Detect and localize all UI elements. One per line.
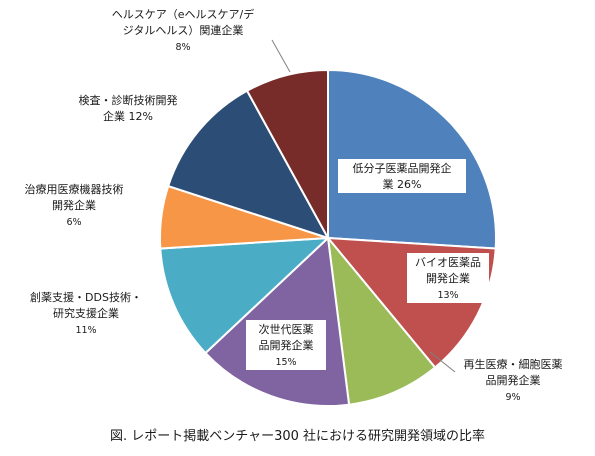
slice-label-line: 治療用医療機器技術 [25,182,124,196]
slice-label-line: ジタルヘルス）関連企業 [123,23,244,37]
slice-label-line: 13% [437,290,458,301]
slice-label-box-0 [338,159,466,193]
callout-line-7 [271,39,291,73]
slice-label-line: 6% [66,217,81,228]
pie-slices [158,68,498,408]
slice-label-line: 業 26% [383,178,422,191]
pie-slice-4 [159,236,331,355]
slice-label-line: 企業 12% [103,109,153,123]
slice-label-line: 開発企業 [426,271,470,285]
pie-slice-7 [245,68,329,239]
slice-label-line: 8% [175,42,190,53]
slice-label-box-3 [246,320,326,370]
slice-label-line: 11% [75,325,96,336]
slice-label-line: 検査・診断技術開発 [79,93,178,107]
slice-label-line: 創薬支援・DDS技術・ [30,290,142,304]
slice-label-line: 品開発企業 [486,373,541,387]
slice-label-line: 低分子医薬品開発企 [353,161,452,175]
slice-label-line: 再生医療・細胞医薬 [464,357,563,371]
slice-label-box-1 [407,253,489,303]
slice-label-line: 研究支援企業 [53,306,119,320]
slice-label-4: 創薬支援・DDS技術・研究支援企業 11% [30,290,142,336]
slice-label-line: バイオ医薬品 [415,256,481,269]
slice-label-line: 次世代医薬 [259,322,314,336]
pie-callouts [271,39,456,373]
pie-slice-6 [166,89,331,240]
slice-label-line: ヘルスケア（eヘルスケア/デ [112,7,254,21]
slice-label-line: 品開発企業 [259,338,314,352]
slice-label-line: 9% [505,392,520,403]
slice-label-line: 開発企業 [52,198,96,212]
callout-line-2 [429,351,456,373]
pie-slice-2 [326,234,437,406]
slice-label-line: 15% [275,357,296,368]
figure-caption: 図. レポート掲載ベンチャー300 社における研究開発領域の比率 [109,429,486,444]
